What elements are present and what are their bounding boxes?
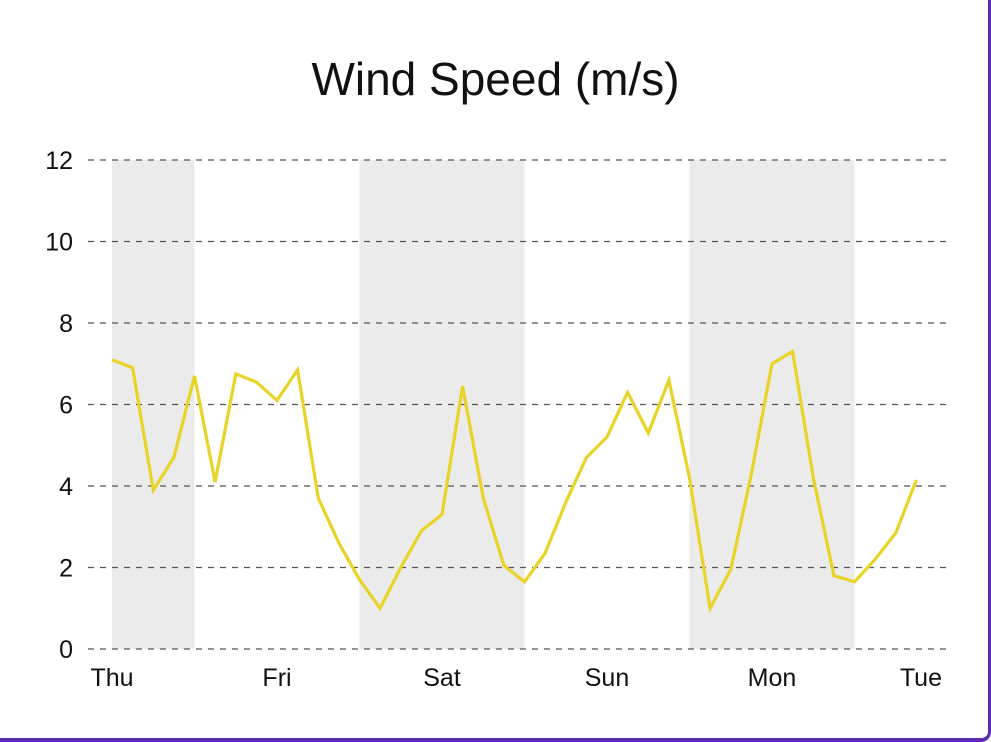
y-tick-label-12: 12 bbox=[45, 147, 73, 175]
series-line-0 bbox=[111, 348, 918, 614]
x-tick-label-mon: Mon bbox=[748, 664, 797, 692]
y-tick-label-6: 6 bbox=[59, 392, 73, 420]
y-tick-label-4: 4 bbox=[59, 473, 73, 501]
x-tick-label-fri: Fri bbox=[262, 664, 291, 692]
series-group bbox=[111, 348, 918, 614]
x-tick-label-thu: Thu bbox=[90, 664, 133, 692]
y-axis-ticks: 0 2 4 6 8 10 12 bbox=[45, 147, 73, 664]
x-tick-label-sat: Sat bbox=[423, 664, 461, 692]
x-axis-ticks: Thu Fri Sat Sun Mon Tue bbox=[90, 664, 942, 692]
x-tick-label-sun: Sun bbox=[585, 664, 629, 692]
y-tick-label-10: 10 bbox=[45, 229, 73, 257]
y-tick-label-0: 0 bbox=[59, 636, 73, 664]
y-tick-label-8: 8 bbox=[59, 310, 73, 338]
y-tick-label-2: 2 bbox=[59, 555, 73, 583]
chart-title: Wind Speed (m/s) bbox=[311, 53, 680, 105]
x-tick-label-tue: Tue bbox=[900, 664, 942, 692]
